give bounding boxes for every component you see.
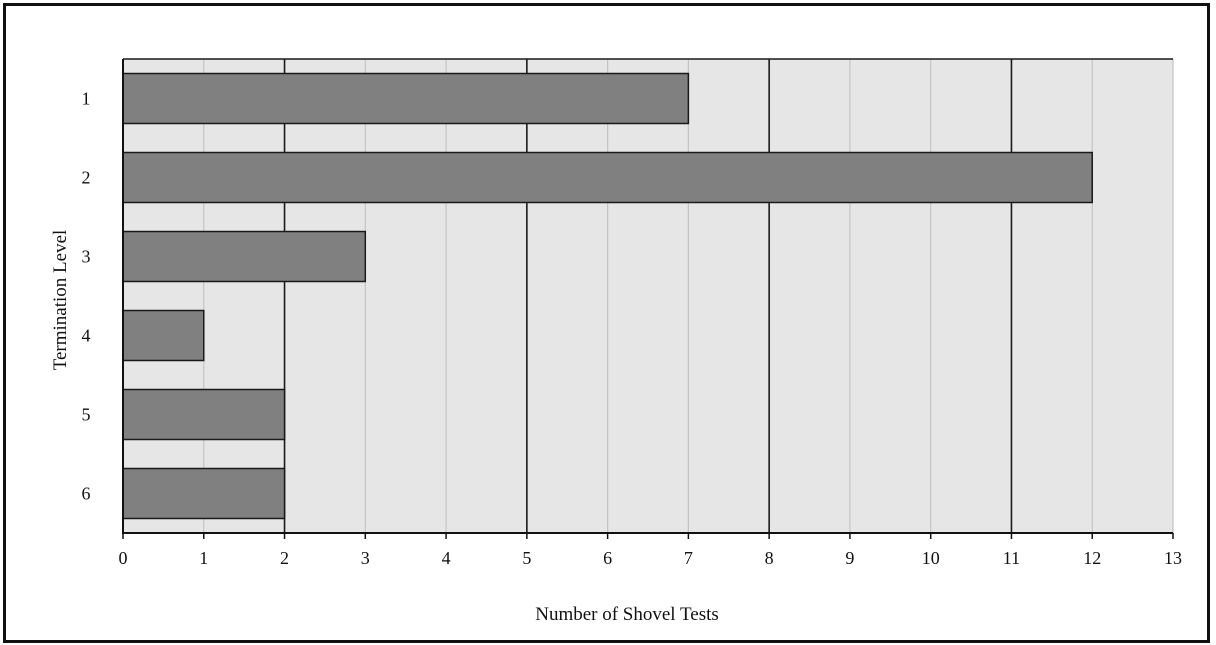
x-tick-label: 5 <box>522 548 531 568</box>
y-tick-label: 2 <box>82 168 91 188</box>
x-tick-label: 13 <box>1164 548 1182 568</box>
chart-frame: 1 2 3 4 5 6 0 1 2 3 4 5 6 7 8 9 10 11 12 13 Number of Shove… <box>3 3 1210 643</box>
bar-level-1 <box>122 72 690 125</box>
x-tick-label: 8 <box>765 548 774 568</box>
x-tick-label: 11 <box>1003 548 1020 568</box>
y-tick-label: 3 <box>82 247 91 267</box>
x-tick-label: 2 <box>280 548 289 568</box>
x-tick-label: 7 <box>684 548 693 568</box>
plot-background <box>123 59 1173 533</box>
x-axis-title: Number of Shovel Tests <box>535 604 719 625</box>
bar-level-4 <box>122 309 205 362</box>
x-tick-label: 6 <box>603 548 612 568</box>
x-tick-label: 4 <box>442 548 451 568</box>
y-tick-label: 6 <box>82 484 91 504</box>
y-axis-title: Termination Level <box>50 230 71 371</box>
y-tick-label: 1 <box>82 89 91 109</box>
x-tick-label: 1 <box>199 548 208 568</box>
bar-level-2 <box>122 151 1093 204</box>
x-tick-label: 10 <box>922 548 940 568</box>
y-tick-label: 5 <box>82 405 91 425</box>
x-tick-label: 12 <box>1083 548 1101 568</box>
x-tick-label: 9 <box>845 548 854 568</box>
plot-area <box>123 58 1174 533</box>
y-tick-label: 4 <box>82 326 91 346</box>
bar-level-5 <box>122 388 286 441</box>
x-tick-label: 3 <box>361 548 370 568</box>
bar-level-6 <box>122 467 286 520</box>
bar-level-3 <box>122 230 367 283</box>
x-tick-label: 0 <box>119 548 128 568</box>
